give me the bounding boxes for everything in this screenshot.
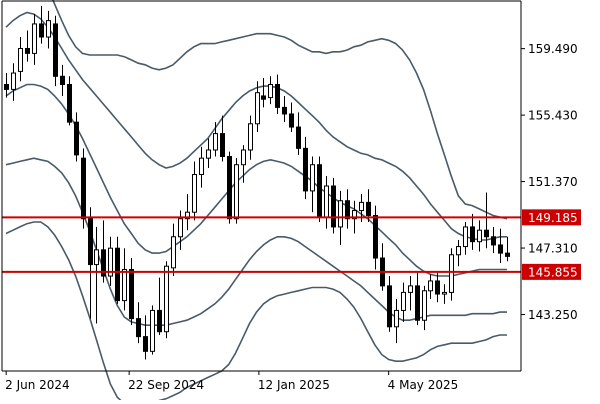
candle-body-bullish bbox=[206, 149, 211, 159]
candle-body-bearish bbox=[60, 75, 65, 85]
candle-body-bullish bbox=[122, 268, 127, 302]
candle-body-bullish bbox=[456, 246, 461, 256]
candle-body-bullish bbox=[359, 201, 364, 212]
candle-body-bearish bbox=[275, 83, 280, 108]
candle-body-bearish bbox=[435, 280, 440, 295]
candle-body-bearish bbox=[74, 121, 79, 156]
candle-body-bullish bbox=[192, 174, 197, 213]
candle-body-bullish bbox=[338, 200, 343, 228]
candle-body-bullish bbox=[150, 309, 155, 352]
candles bbox=[4, 5, 510, 360]
candle-body-bullish bbox=[428, 280, 433, 292]
candle-body-bearish bbox=[289, 113, 294, 128]
candle-body-bearish bbox=[4, 83, 9, 90]
candle-body-bullish bbox=[199, 157, 204, 176]
candle-body-bearish bbox=[491, 236, 496, 246]
candle-body-bearish bbox=[136, 318, 141, 338]
candle-body-bullish bbox=[463, 226, 468, 248]
level-label-bg-1 bbox=[522, 209, 581, 226]
horizontal-levels: 149.185 145.855 bbox=[2, 209, 581, 280]
candle-body-bullish bbox=[401, 291, 406, 311]
candle-body-bearish bbox=[415, 285, 420, 321]
axes: 159.490 155.430 151.370 147.310 143.250 2 Jun… bbox=[1, 0, 578, 392]
candle-body-bullish bbox=[268, 83, 273, 99]
x-tick-label: 4 May 2025 bbox=[388, 378, 459, 392]
candle-body-bullish bbox=[324, 185, 329, 218]
candle-body-bullish bbox=[408, 285, 413, 293]
band-line-lower bbox=[5, 221, 507, 404]
y-tick-label: 147.310 bbox=[528, 242, 578, 256]
candle-body-bearish bbox=[317, 164, 322, 218]
candle-body-bearish bbox=[282, 106, 287, 115]
y-tick-label: 159.490 bbox=[528, 42, 578, 56]
candle-body-bearish bbox=[88, 218, 93, 266]
y-tick-label: 155.430 bbox=[528, 109, 578, 123]
candle-body-bearish bbox=[387, 285, 392, 328]
candle-body-bearish bbox=[296, 126, 301, 149]
candle-body-bullish bbox=[422, 290, 427, 321]
candle-body-bullish bbox=[241, 149, 246, 166]
candle-body-bullish bbox=[94, 249, 99, 266]
candle-body-bearish bbox=[157, 309, 162, 333]
candle-body-bearish bbox=[25, 47, 30, 54]
candle-body-bearish bbox=[303, 147, 308, 192]
candle-body-bearish bbox=[115, 247, 120, 302]
candle-body-bearish bbox=[498, 244, 503, 254]
candle-body-bullish bbox=[248, 123, 253, 151]
candle-body-bullish bbox=[352, 210, 357, 220]
candle-body-bearish bbox=[129, 268, 134, 320]
candle-body-bearish bbox=[53, 23, 58, 77]
level-label-bg-2 bbox=[522, 263, 581, 280]
band-line-upper bbox=[52, 0, 508, 220]
candle-body-bearish bbox=[101, 249, 106, 277]
candle-body-bullish bbox=[255, 92, 260, 125]
candle-body-bearish bbox=[345, 200, 350, 220]
candle-body-bearish bbox=[39, 23, 44, 38]
candle-body-bearish bbox=[261, 95, 266, 100]
candle-body-bullish bbox=[32, 23, 37, 54]
candle-body-bearish bbox=[81, 157, 86, 220]
candle-body-bullish bbox=[449, 254, 454, 293]
candle-body-bullish bbox=[394, 309, 399, 328]
candle-body-bullish bbox=[477, 229, 482, 243]
candle-body-bearish bbox=[220, 133, 225, 158]
candle-body-bearish bbox=[143, 336, 148, 352]
x-tick-label: 22 Sep 2024 bbox=[128, 378, 204, 392]
candle-body-bullish bbox=[171, 236, 176, 269]
candle-body-bearish bbox=[227, 156, 232, 220]
candle-body-bullish bbox=[213, 133, 218, 151]
candle-body-bearish bbox=[67, 83, 72, 123]
candle-body-bullish bbox=[46, 20, 51, 38]
y-tick-label: 151.370 bbox=[528, 175, 578, 189]
candle-body-bullish bbox=[178, 218, 183, 238]
candle-body-bullish bbox=[442, 291, 447, 295]
candle-body-bearish bbox=[366, 201, 371, 216]
candle-body-bullish bbox=[18, 47, 23, 72]
candle-body-bullish bbox=[310, 164, 315, 192]
candle-body-bullish bbox=[108, 247, 113, 277]
y-tick-label: 143.250 bbox=[528, 308, 578, 322]
x-tick-label: 2 Jun 2024 bbox=[5, 378, 70, 392]
candle-body-bearish bbox=[505, 252, 510, 257]
candle-body-bullish bbox=[185, 211, 190, 220]
candle-body-bearish bbox=[484, 229, 489, 238]
candle-body-bullish bbox=[164, 265, 169, 333]
level-label-1: 149.185 bbox=[528, 211, 578, 225]
x-tick-label: 12 Jan 2025 bbox=[258, 378, 330, 392]
band-line-upper-mid bbox=[5, 11, 507, 241]
candle-body-bearish bbox=[373, 214, 378, 259]
candle-body-bearish bbox=[470, 226, 475, 243]
candle-body-bullish bbox=[234, 164, 239, 220]
candle-body-bullish bbox=[11, 72, 16, 90]
candle-body-bearish bbox=[331, 185, 336, 228]
level-label-2: 145.855 bbox=[528, 265, 578, 279]
